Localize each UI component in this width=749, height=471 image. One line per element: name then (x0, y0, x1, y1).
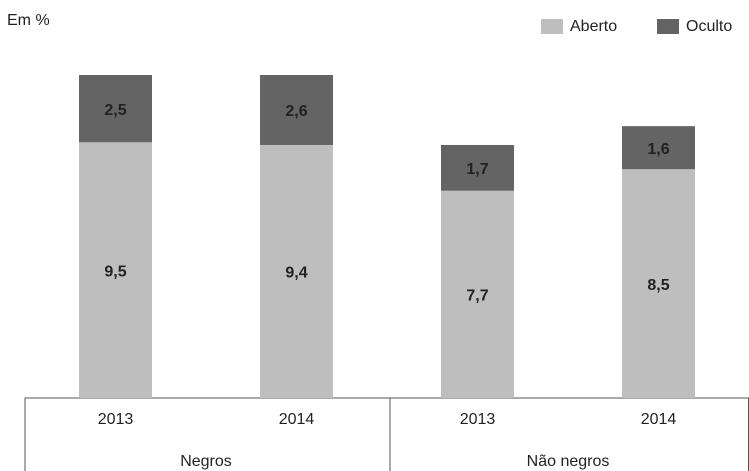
bar-segment (622, 169, 695, 398)
value-label: 9,5 (104, 263, 126, 280)
y-label: Em % (7, 12, 50, 29)
value-label: 1,6 (647, 141, 669, 158)
bar-segment (622, 126, 695, 170)
value-label: 7,7 (466, 288, 488, 305)
bar-segment (441, 144, 514, 191)
x-tick-label: 2014 (279, 411, 315, 428)
group-label: Negros (180, 453, 232, 470)
value-label: 8,5 (647, 277, 669, 294)
x-tick-label: 2014 (641, 411, 677, 428)
bar-segment (260, 144, 333, 398)
bar-segment (260, 75, 333, 145)
bar-segment (441, 190, 514, 398)
bar-segment (79, 75, 152, 143)
group-label: Não negros (527, 453, 610, 470)
legend-swatch (657, 19, 679, 34)
legend-label: Aberto (570, 18, 617, 35)
value-label: 1,7 (466, 161, 488, 178)
x-tick-label: 2013 (98, 411, 134, 428)
value-label: 2,5 (104, 102, 126, 119)
value-label: 9,4 (285, 265, 307, 282)
legend-label: Oculto (686, 18, 732, 35)
bar-segment (79, 142, 152, 398)
legend-swatch (541, 19, 563, 34)
x-tick-label: 2013 (460, 411, 496, 428)
value-label: 2,6 (285, 103, 307, 120)
